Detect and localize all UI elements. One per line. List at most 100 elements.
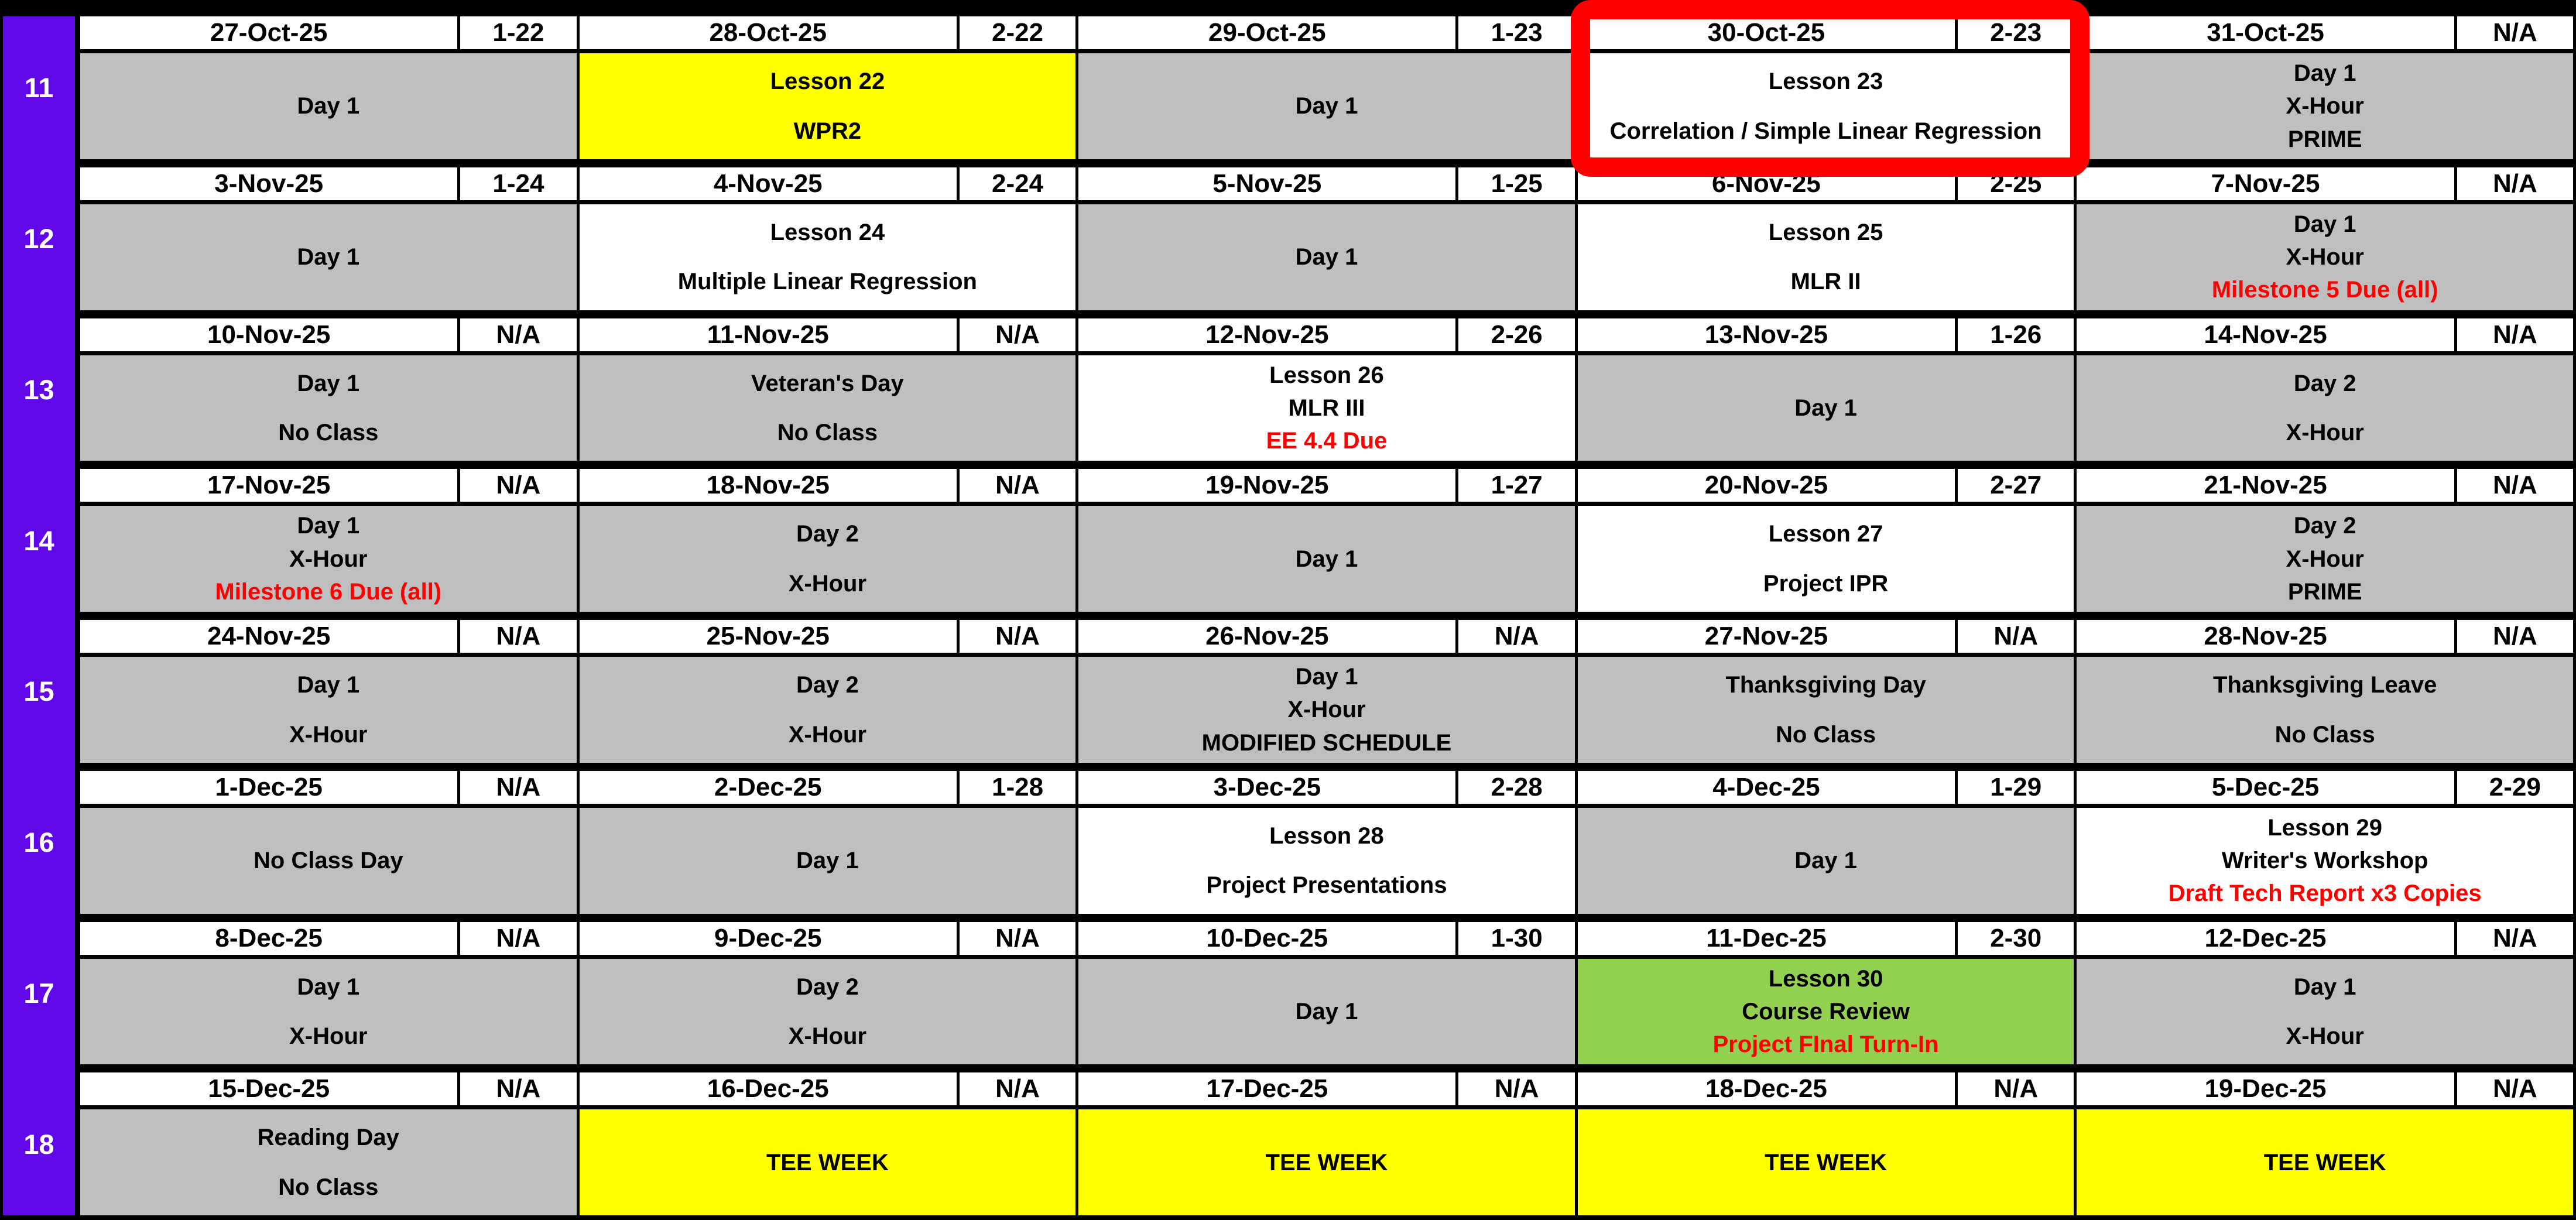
day-cell-line: EE 4.4 Due [1266, 428, 1388, 454]
day-cell: Day 1 [579, 807, 1076, 914]
day-header-date: 16-Dec-25 [579, 1072, 957, 1106]
day-cell-line: Lesson 28 [1269, 823, 1384, 849]
day-header-code: N/A [1958, 1072, 2074, 1106]
day-cell: TEE WEEK [2077, 1109, 2573, 1215]
week-number: 18 [23, 1128, 54, 1160]
day-cell-line: Lesson 23 [1768, 68, 1883, 95]
day-cell: Day 1 X-Hour Milestone 5 Due (all) [2077, 204, 2573, 310]
day-header-code: 2-25 [1958, 167, 2074, 200]
week-row: 8-Dec-25 N/A 9-Dec-25 N/A 10-Dec-25 1-30 11-De… [80, 921, 2573, 1065]
week-row: 15-Dec-25 N/A 16-Dec-25 N/A 17-Dec-25 N/A 18-D… [80, 1072, 2573, 1215]
day-cell-line: X-Hour [2286, 546, 2364, 572]
day-cell-line: Milestone 6 Due (all) [215, 578, 442, 605]
day-cell-line: X-Hour [788, 570, 867, 597]
day-cell-line: Thanksgiving Leave [2213, 672, 2437, 698]
day-header-date: 15-Dec-25 [80, 1072, 458, 1106]
day-header-date: 10-Nov-25 [80, 318, 458, 351]
day-cell: Day 1 [1078, 204, 1575, 310]
day-header-code: N/A [460, 1072, 577, 1106]
day-header-code: N/A [1958, 620, 2074, 653]
day-cell-line: MLR II [1790, 269, 1861, 295]
day-cell-line: MODIFIED SCHEDULE [1201, 729, 1452, 756]
day-header-date: 8-Dec-25 [80, 921, 458, 955]
day-cell: Lesson 25 MLR II [1577, 204, 2074, 310]
day-header-date: 14-Nov-25 [2077, 318, 2454, 351]
day-header-date: 27-Nov-25 [1577, 620, 1955, 653]
day-header-code: N/A [460, 620, 577, 653]
day-header-date: 3-Dec-25 [1078, 770, 1456, 804]
day-cell-line: No Class [278, 1174, 379, 1200]
day-cell-line: X-Hour [2286, 244, 2364, 270]
day-cell-line: Day 2 [2293, 513, 2356, 539]
day-cell-line: Day 1 [1295, 93, 1358, 119]
day-cell-line: Day 1 [297, 370, 360, 396]
day-cell-line: Lesson 24 [770, 219, 885, 245]
day-header-code: N/A [1458, 1072, 1575, 1106]
day-header-date: 19-Nov-25 [1078, 469, 1456, 502]
day-header-date: 24-Nov-25 [80, 620, 458, 653]
day-cell-line: Day 1 [1794, 848, 1857, 874]
week-number: 15 [23, 676, 54, 707]
day-cell: Day 2 X-Hour [579, 506, 1076, 612]
day-cell-line: MLR III [1288, 395, 1365, 421]
day-header-date: 9-Dec-25 [579, 921, 957, 955]
day-cell-line: Lesson 30 [1768, 965, 1883, 992]
day-header-code: 1-22 [460, 16, 577, 49]
day-cell: No Class Day [80, 807, 577, 914]
day-cell-line: Day 2 [796, 974, 859, 1000]
day-header-code: 2-23 [1958, 16, 2074, 49]
day-header-date: 19-Dec-25 [2077, 1072, 2454, 1106]
day-cell-line: Project IPR [1763, 570, 1889, 597]
day-cell-line: Day 2 [796, 672, 859, 698]
day-header-date: 20-Nov-25 [1577, 469, 1955, 502]
day-cell: Lesson 23 Correlation / Simple Linear Reg… [1577, 53, 2074, 159]
day-cell-line: No Class [2274, 721, 2375, 748]
day-header-date: 30-Oct-25 [1577, 16, 1955, 49]
day-header-code: N/A [959, 1072, 1076, 1106]
day-cell-line: Reading Day [257, 1125, 399, 1151]
day-header-code: N/A [959, 921, 1076, 955]
day-cell-line: Writer's Workshop [2221, 848, 2428, 874]
day-cell: Day 1 X-Hour [2077, 958, 2573, 1065]
day-cell-line: Day 1 [1295, 244, 1358, 270]
day-cell-line: X-Hour [788, 1023, 867, 1050]
day-header-date: 12-Dec-25 [2077, 921, 2454, 955]
day-cell-line: Multiple Linear Regression [677, 269, 977, 295]
day-cell: TEE WEEK [1078, 1109, 1575, 1215]
day-cell: Thanksgiving Day No Class [1577, 657, 2074, 763]
day-cell-line: Thanksgiving Day [1725, 672, 1926, 698]
day-header-date: 25-Nov-25 [579, 620, 957, 653]
day-header-date: 11-Dec-25 [1577, 921, 1955, 955]
day-cell-line: Day 1 [1295, 546, 1358, 572]
day-header-code: N/A [460, 921, 577, 955]
day-header-code: 1-30 [1458, 921, 1575, 955]
day-cell: Day 2 X-Hour [579, 958, 1076, 1065]
day-cell: Day 1 [1577, 807, 2074, 914]
day-header-code: N/A [2457, 167, 2573, 200]
day-header-date: 29-Oct-25 [1078, 16, 1456, 49]
day-cell-line: X-Hour [289, 546, 368, 572]
day-cell-line: X-Hour [788, 721, 867, 748]
day-cell-line: Day 1 [2293, 211, 2356, 237]
day-cell-line: No Class [278, 420, 379, 446]
day-header-date: 4-Dec-25 [1577, 770, 1955, 804]
day-header-date: 4-Nov-25 [579, 167, 957, 200]
day-cell: Veteran's Day No Class [579, 355, 1076, 461]
week-row: 17-Nov-25 N/A 18-Nov-25 N/A 19-Nov-25 1-27 20-… [80, 469, 2573, 612]
week-number: 13 [23, 373, 54, 405]
day-cell-line: Day 1 [1295, 664, 1358, 690]
day-cell: Day 1 X-Hour MODIFIED SCHEDULE [1078, 657, 1575, 763]
day-cell: Day 1 [80, 204, 577, 310]
day-header-code: N/A [959, 318, 1076, 351]
day-header-code: 2-28 [1458, 770, 1575, 804]
day-cell: Lesson 28 Project Presentations [1078, 807, 1575, 914]
week-number-bar [3, 16, 75, 1215]
day-cell-line: Day 2 [2293, 370, 2356, 396]
week-row: 10-Nov-25 N/A 11-Nov-25 N/A 12-Nov-25 2-26 13-… [80, 318, 2573, 461]
day-header-date: 10-Dec-25 [1078, 921, 1456, 955]
day-cell-line: X-Hour [289, 721, 368, 748]
day-header-date: 3-Nov-25 [80, 167, 458, 200]
day-header-code: 2-30 [1958, 921, 2074, 955]
day-header-code: N/A [2457, 620, 2573, 653]
day-header-date: 6-Nov-25 [1577, 167, 1955, 200]
